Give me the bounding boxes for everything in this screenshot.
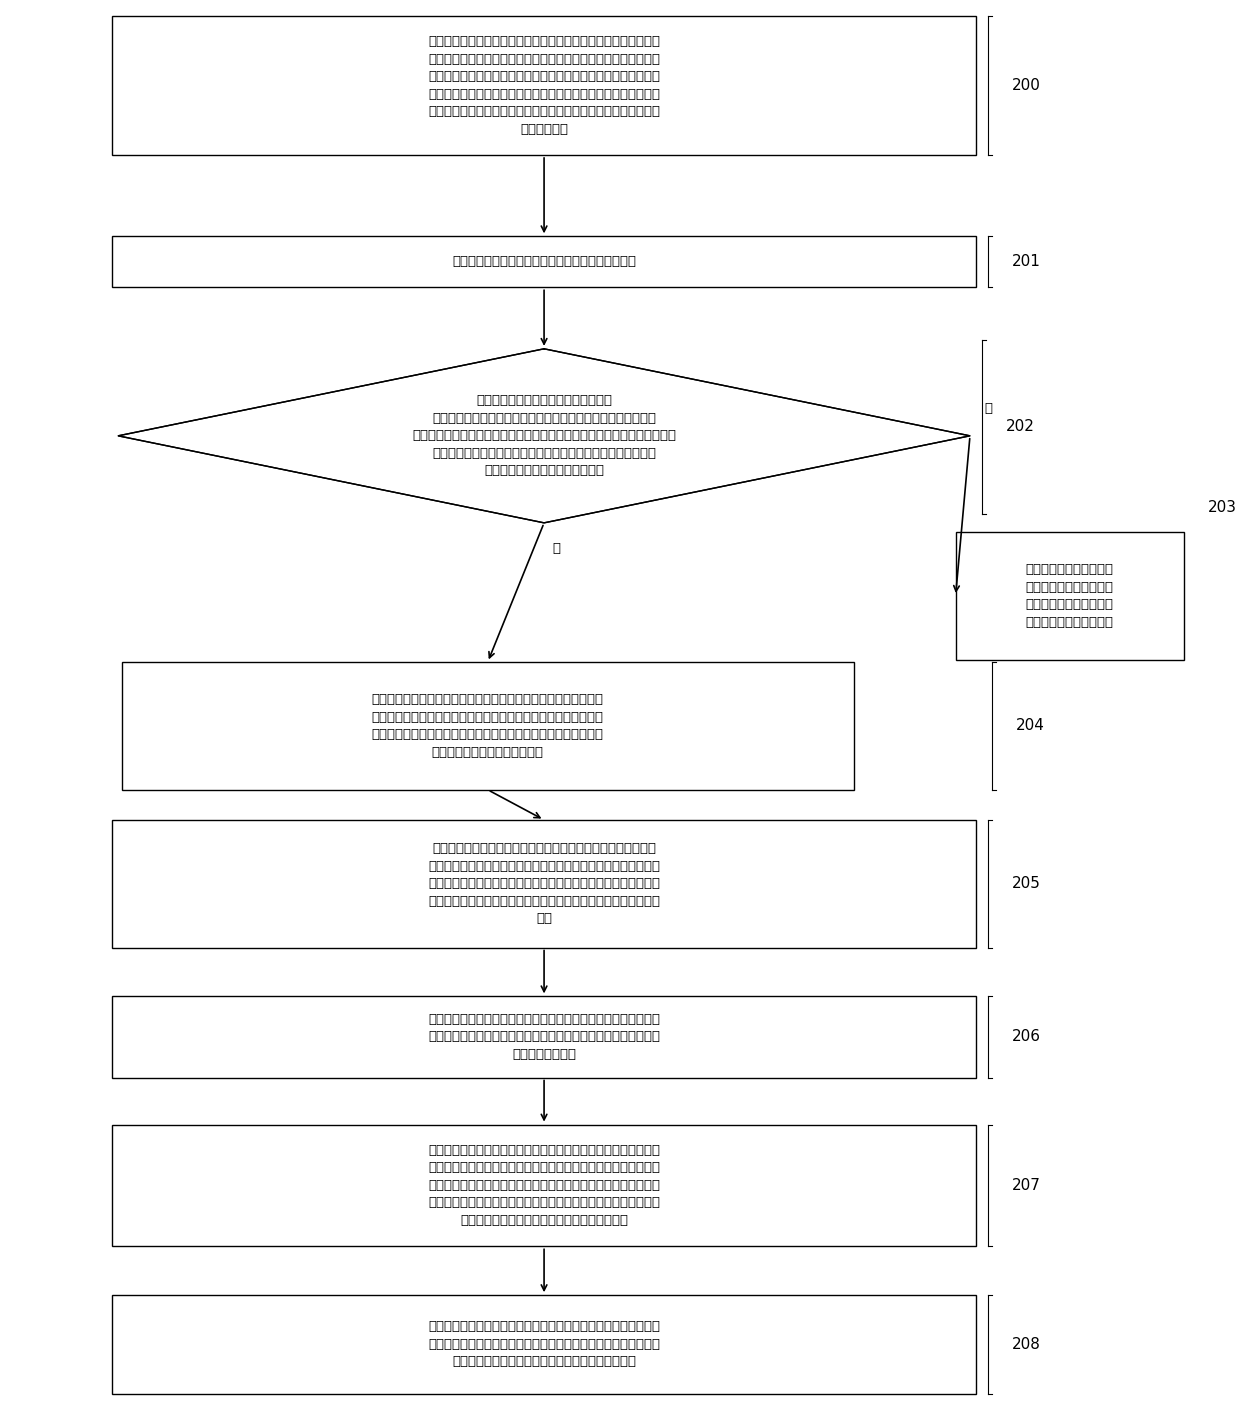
Bar xyxy=(112,820,976,947)
Text: 201: 201 xyxy=(1012,255,1040,269)
Text: 是: 是 xyxy=(552,543,560,555)
Text: 根据所述宏基站服务用户的位置信息和所述处于节能状态的小小区
基站的位置信息，判断所述处于节能状态的小小区基站覆盖的用户
数是否大于预设值: 根据所述宏基站服务用户的位置信息和所述处于节能状态的小小区 基站的位置信息，判断… xyxy=(428,1012,660,1061)
Text: 如果所述处于节能状态的小小区基站满足工作状态切换条件，向所
述处于节能状态的小小区基站发送工作状态切换命令，使得所述处
于节能状态的小小区基站从节能状态切换为工: 如果所述处于节能状态的小小区基站满足工作状态切换条件，向所 述处于节能状态的小小… xyxy=(428,1320,660,1368)
Text: 204: 204 xyxy=(1016,719,1044,733)
Text: 206: 206 xyxy=(1012,1030,1042,1044)
Text: 208: 208 xyxy=(1012,1337,1040,1351)
Text: 否: 否 xyxy=(985,402,992,414)
Bar xyxy=(112,1294,976,1394)
Text: 当所述处于节能状态的小小区基站覆盖的用户数大于预设值，宏基
站根据所述处于节能状态的小小区基站的位置信息、空闲资源块总
数、处于节能状态的小小区基站为所述小小区: 当所述处于节能状态的小小区基站覆盖的用户数大于预设值，宏基 站根据所述处于节能状… xyxy=(428,1143,660,1227)
Text: 200: 200 xyxy=(1012,78,1040,93)
Text: 203: 203 xyxy=(1208,500,1236,514)
Bar xyxy=(112,1125,976,1246)
Bar xyxy=(956,533,1183,659)
Text: 当所述至少一个小小区基站满足所述节能切换条件时，宏基站向所
述至少一个小小区基站发送节能切换命令，使得所述至少一个小小
区基站覆盖的用户切换至所述宏基站，当用户: 当所述至少一个小小区基站满足所述节能切换条件时，宏基站向所 述至少一个小小区基站… xyxy=(372,693,604,759)
Bar xyxy=(122,662,853,790)
Polygon shape xyxy=(118,349,970,523)
Text: 宏基站根据所述每个小小区基站的所述
小小区基站占用资源块总数、所述小小区基站的下行发射功率、
所述小小区基站覆盖的用户总数、宏基站为所述小小区基站覆盖的用户提供: 宏基站根据所述每个小小区基站的所述 小小区基站占用资源块总数、所述小小区基站的下… xyxy=(412,394,676,477)
Text: 小小区基站判断自身是否满足预设条件，当满足预设条件时，向覆
盖该小小区基站的宏基站发送节能切换请求，该节能切换请求携带
第一参数，所述第一参数信息至少包括：所述: 小小区基站判断自身是否满足预设条件，当满足预设条件时，向覆 盖该小小区基站的宏基… xyxy=(428,36,660,135)
Text: 宏基站接收至少一个小小区基站发送的节能切换请求: 宏基站接收至少一个小小区基站发送的节能切换请求 xyxy=(453,255,636,268)
Bar xyxy=(112,236,976,288)
Bar xyxy=(112,997,976,1078)
Text: 205: 205 xyxy=(1012,876,1040,891)
Text: 当所述至少一个小小区基
站不满足所述节能切换条
件时，宏基站减少所述至
少一个小小区基站的数量: 当所述至少一个小小区基 站不满足所述节能切换条 件时，宏基站减少所述至 少一个小… xyxy=(1025,564,1114,629)
Text: 宏基站接收任一个处于节能状态的小小区基站发送的第二参数信
息，所述第二参数信息至少包括：所述处于节能状态的小小区基站
的位置信息、空闲资源块总数、处于节能状态的: 宏基站接收任一个处于节能状态的小小区基站发送的第二参数信 息，所述第二参数信息至… xyxy=(428,842,660,926)
Text: 207: 207 xyxy=(1012,1178,1040,1193)
Bar xyxy=(112,16,976,155)
Text: 202: 202 xyxy=(1006,419,1035,434)
